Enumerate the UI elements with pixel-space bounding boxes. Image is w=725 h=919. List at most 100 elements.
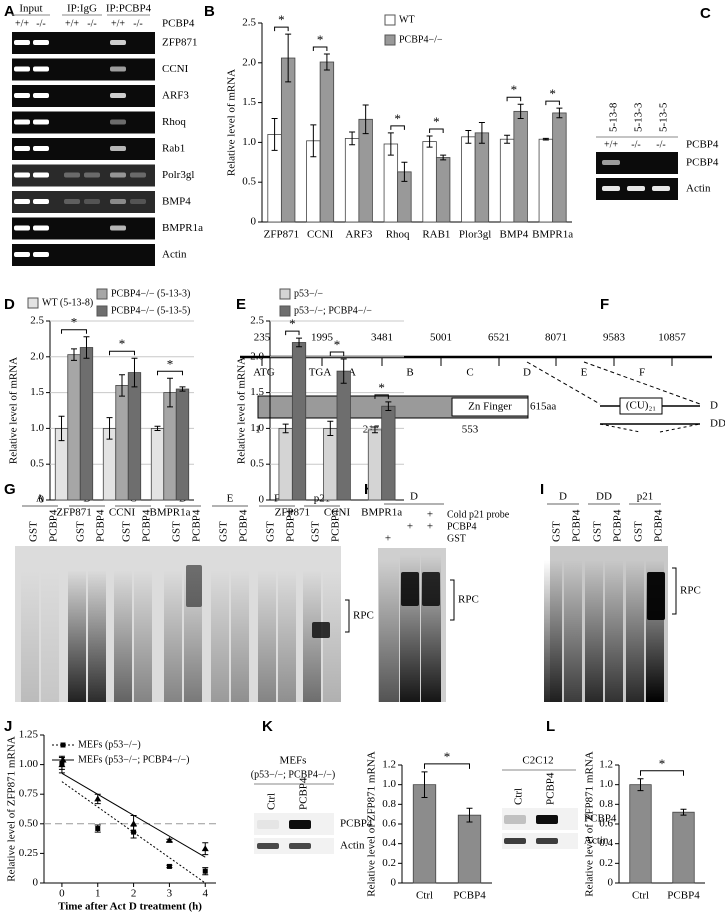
lane-label: PCBP4	[48, 509, 60, 542]
condition-label: GST	[447, 533, 466, 544]
lane-label: PCBP4	[330, 509, 342, 542]
genotype: -/-	[631, 139, 640, 150]
error-bar	[131, 357, 138, 388]
gel-row-label: Actin	[162, 249, 187, 261]
significance-label: *	[378, 380, 385, 395]
significance-bracket	[109, 350, 135, 356]
blot-row-label: Actin	[584, 835, 609, 847]
x-tick-label: CCNI	[109, 507, 136, 519]
significance-bracket	[390, 125, 405, 130]
legend-label: p53−/−; PCBP4−/−	[294, 305, 372, 316]
y-tick-label: 1.0	[382, 778, 396, 790]
gel-band	[33, 199, 49, 204]
y-tick-label: 1.00	[19, 758, 39, 770]
gel-band	[84, 199, 100, 204]
y-tick-label: 1.25	[19, 729, 39, 741]
error-bar	[478, 122, 485, 144]
gel-band	[536, 815, 558, 824]
repeat-label: (CU)₂₁	[626, 400, 656, 412]
lane-header: IP:PCBP4	[106, 3, 152, 15]
complex-bracket	[345, 599, 350, 633]
y-axis-label: Relative level of mRNA	[236, 357, 248, 464]
gel-smear	[258, 570, 276, 702]
gel-band	[14, 199, 30, 204]
error-bar	[83, 336, 90, 359]
gel-band	[33, 252, 49, 257]
gel-strip	[12, 217, 155, 240]
x-tick-label: CCNI	[324, 507, 351, 519]
data-point	[202, 868, 208, 874]
lane-label: PCBP4	[653, 509, 665, 542]
y-tick-label: 1.2	[599, 759, 613, 771]
bar	[278, 427, 293, 501]
gel-band	[110, 40, 126, 45]
gel-band	[110, 66, 126, 72]
bar	[79, 347, 94, 501]
condition-label: PCBP4	[447, 521, 476, 532]
significance-label: *	[334, 337, 341, 352]
gel-band	[110, 146, 126, 151]
legend-label: MEFs (p53−/−; PCBP4−/−)	[78, 754, 189, 765]
complex-label: RPC	[458, 594, 479, 606]
gel-band	[602, 160, 620, 165]
bar	[67, 354, 81, 501]
error-bar	[179, 386, 186, 392]
y-tick-label: 0	[33, 877, 39, 889]
group-label: DD	[596, 491, 612, 503]
lane-label: Ctrl	[266, 793, 278, 810]
gel-band	[14, 93, 30, 98]
gel-band	[64, 199, 80, 204]
y-tick-label: 2.5	[250, 315, 264, 327]
error-bar	[106, 417, 113, 440]
error-bar	[466, 807, 473, 823]
group-label: A	[36, 493, 44, 505]
lane-label: GST	[75, 521, 87, 542]
panel-label: J	[4, 718, 12, 735]
error-bar	[371, 426, 378, 434]
gel-band	[14, 225, 30, 231]
gel-smear	[134, 570, 152, 702]
feature-label: TGA	[309, 367, 332, 379]
bar	[163, 392, 177, 501]
gel-band	[14, 252, 30, 257]
x-tick-label: 1	[95, 888, 101, 900]
blot-row-label: Actin	[340, 840, 365, 852]
condition-mark: +	[385, 533, 391, 545]
x-tick-label: Ctrl	[632, 890, 649, 902]
bar	[457, 814, 482, 884]
error-bar	[680, 808, 687, 816]
y-tick-label: 2.0	[250, 350, 264, 362]
cell-label: C2C12	[522, 755, 553, 767]
repeat-box	[619, 397, 663, 415]
feature-label: A	[348, 367, 356, 379]
gel-smear	[41, 570, 59, 702]
bar	[552, 112, 567, 223]
panel-label: I	[540, 481, 544, 498]
lane-label: PCBP4	[285, 509, 297, 542]
x-tick-label: BMPR1a	[150, 507, 191, 519]
bar	[115, 385, 129, 501]
lane-label: GST	[551, 521, 563, 542]
y-tick-label: 0.6	[599, 818, 613, 830]
gel-row-label: Actin	[686, 183, 711, 195]
y-tick-label: 2.5	[30, 315, 44, 327]
x-tick-label: ZFP871	[56, 507, 91, 519]
gel-band	[652, 186, 670, 191]
feature-label: ATG	[253, 367, 274, 379]
significance-label: *	[71, 315, 78, 330]
group-label: D	[410, 491, 418, 503]
y-axis-label: Relative level of ZFP871 mRNA	[366, 751, 378, 896]
lane-label: PCBP4	[571, 509, 583, 542]
error-bar	[426, 135, 433, 148]
panel-label: B	[204, 3, 215, 20]
data-point	[166, 863, 172, 869]
bar	[383, 143, 399, 223]
significance-label: *	[289, 316, 296, 331]
gel-band	[130, 199, 146, 204]
lane-label: PCBP4	[545, 772, 557, 805]
gel-strip	[12, 85, 155, 107]
y-tick-label: 0.6	[382, 818, 396, 830]
error-bar	[271, 118, 278, 151]
bar	[150, 427, 165, 501]
